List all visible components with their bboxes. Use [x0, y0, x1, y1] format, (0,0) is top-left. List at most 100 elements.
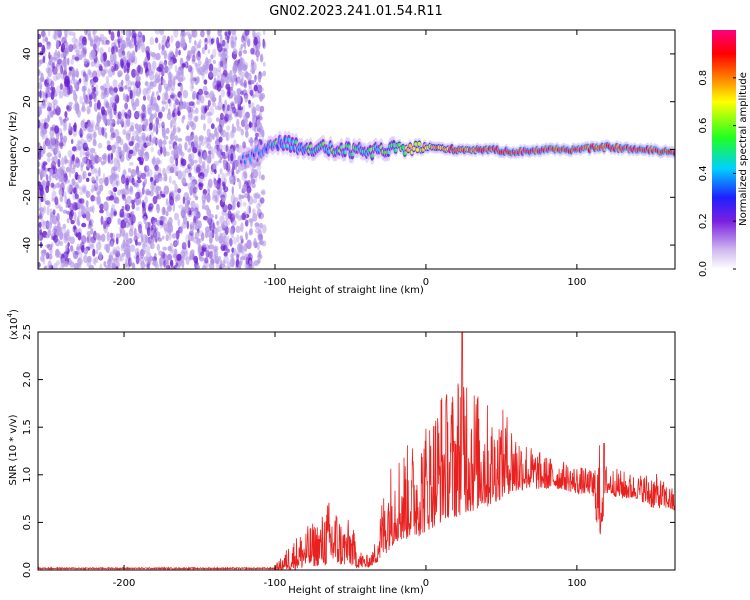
noise-speckle — [208, 244, 215, 250]
noise-speckle — [38, 42, 43, 48]
noise-speckle — [186, 105, 191, 113]
noise-speckle — [62, 69, 67, 76]
noise-speckle — [215, 131, 219, 140]
noise-speckle — [252, 30, 256, 39]
noise-speckle — [50, 90, 55, 100]
noise-speckle — [232, 160, 238, 167]
noise-speckle — [59, 166, 66, 171]
noise-speckle — [163, 222, 167, 231]
noise-speckle — [99, 47, 104, 55]
noise-speckle — [170, 88, 174, 95]
noise-speckle — [57, 251, 62, 258]
noise-speckle — [257, 193, 261, 200]
noise-speckle — [53, 52, 58, 63]
noise-speckle — [43, 220, 49, 226]
noise-speckle — [153, 252, 157, 261]
noise-speckle — [127, 109, 132, 119]
noise-speckle — [147, 107, 152, 115]
noise-speckle — [225, 76, 230, 85]
colorbar-tick-label: 0.8 — [698, 70, 709, 86]
noise-speckle — [151, 103, 156, 111]
noise-speckle — [236, 88, 242, 96]
noise-speckle — [102, 52, 108, 62]
noise-speckle — [113, 157, 118, 167]
noise-speckle — [140, 235, 144, 244]
noise-speckle — [73, 211, 77, 222]
noise-speckle — [227, 261, 230, 268]
noise-speckle — [121, 150, 125, 156]
noise-speckle — [123, 55, 128, 64]
noise-speckle — [39, 204, 42, 213]
noise-speckle — [167, 82, 172, 92]
noise-speckle — [62, 135, 68, 143]
noise-speckle — [116, 198, 120, 204]
noise-speckle — [59, 195, 64, 203]
noise-speckle — [256, 56, 259, 62]
noise-speckle — [129, 186, 133, 192]
noise-speckle — [159, 219, 164, 226]
noise-speckle — [82, 101, 85, 111]
noise-speckle — [38, 262, 41, 268]
noise-speckle — [242, 183, 247, 193]
noise-speckle — [126, 110, 130, 119]
noise-speckle — [197, 50, 201, 58]
noise-speckle — [207, 111, 213, 117]
noise-speckle — [47, 229, 51, 239]
noise-speckle — [259, 105, 265, 113]
noise-speckle — [228, 30, 232, 35]
x-tick-label: -200 — [113, 578, 136, 589]
noise-speckle — [222, 235, 228, 244]
noise-speckle — [85, 200, 89, 208]
noise-speckle — [128, 43, 133, 49]
noise-speckle — [242, 64, 248, 70]
noise-speckle — [166, 205, 172, 212]
noise-speckle — [71, 67, 76, 78]
snr-y-ticks: 0.0 0.5 1.0 1.5 2.0 2.5 — [22, 324, 675, 578]
noise-speckle — [147, 221, 151, 227]
noise-speckle — [158, 42, 161, 51]
noise-speckle — [52, 228, 58, 234]
noise-speckle — [80, 120, 85, 128]
noise-speckle — [38, 233, 41, 242]
noise-speckle — [86, 105, 91, 115]
noise-speckle — [221, 151, 226, 156]
noise-speckle — [118, 87, 124, 92]
noise-speckle — [158, 139, 163, 149]
noise-speckle — [54, 144, 59, 154]
noise-speckle — [59, 140, 64, 150]
noise-speckle — [262, 224, 267, 234]
noise-speckle — [74, 56, 80, 61]
noise-speckle — [126, 253, 130, 259]
noise-speckle — [214, 255, 220, 264]
noise-speckle — [114, 94, 120, 104]
noise-speckle — [73, 32, 76, 39]
noise-speckle — [38, 106, 43, 116]
noise-speckle — [204, 44, 208, 51]
noise-speckle — [232, 169, 235, 178]
noise-speckle — [98, 235, 102, 241]
noise-speckle — [127, 80, 132, 90]
noise-speckle — [117, 111, 122, 120]
noise-speckle — [47, 93, 51, 98]
noise-speckle — [162, 206, 166, 215]
noise-speckle — [180, 83, 184, 93]
noise-speckle — [110, 133, 114, 141]
noise-speckle — [188, 172, 192, 178]
noise-speckle — [47, 114, 50, 123]
noise-speckle — [231, 106, 237, 114]
noise-speckle — [54, 183, 61, 189]
noise-speckle — [187, 163, 191, 170]
noise-speckle — [152, 123, 156, 133]
noise-speckle — [100, 215, 104, 225]
noise-speckle — [79, 133, 83, 139]
noise-speckle — [215, 204, 220, 210]
noise-speckle — [244, 123, 249, 131]
noise-speckle — [182, 115, 186, 120]
noise-speckle — [51, 61, 56, 69]
noise-speckle — [201, 204, 205, 210]
noise-speckle — [144, 165, 147, 174]
noise-speckle — [91, 176, 95, 183]
noise-speckle — [150, 113, 155, 120]
noise-speckle — [253, 36, 258, 46]
noise-speckle — [177, 219, 181, 227]
